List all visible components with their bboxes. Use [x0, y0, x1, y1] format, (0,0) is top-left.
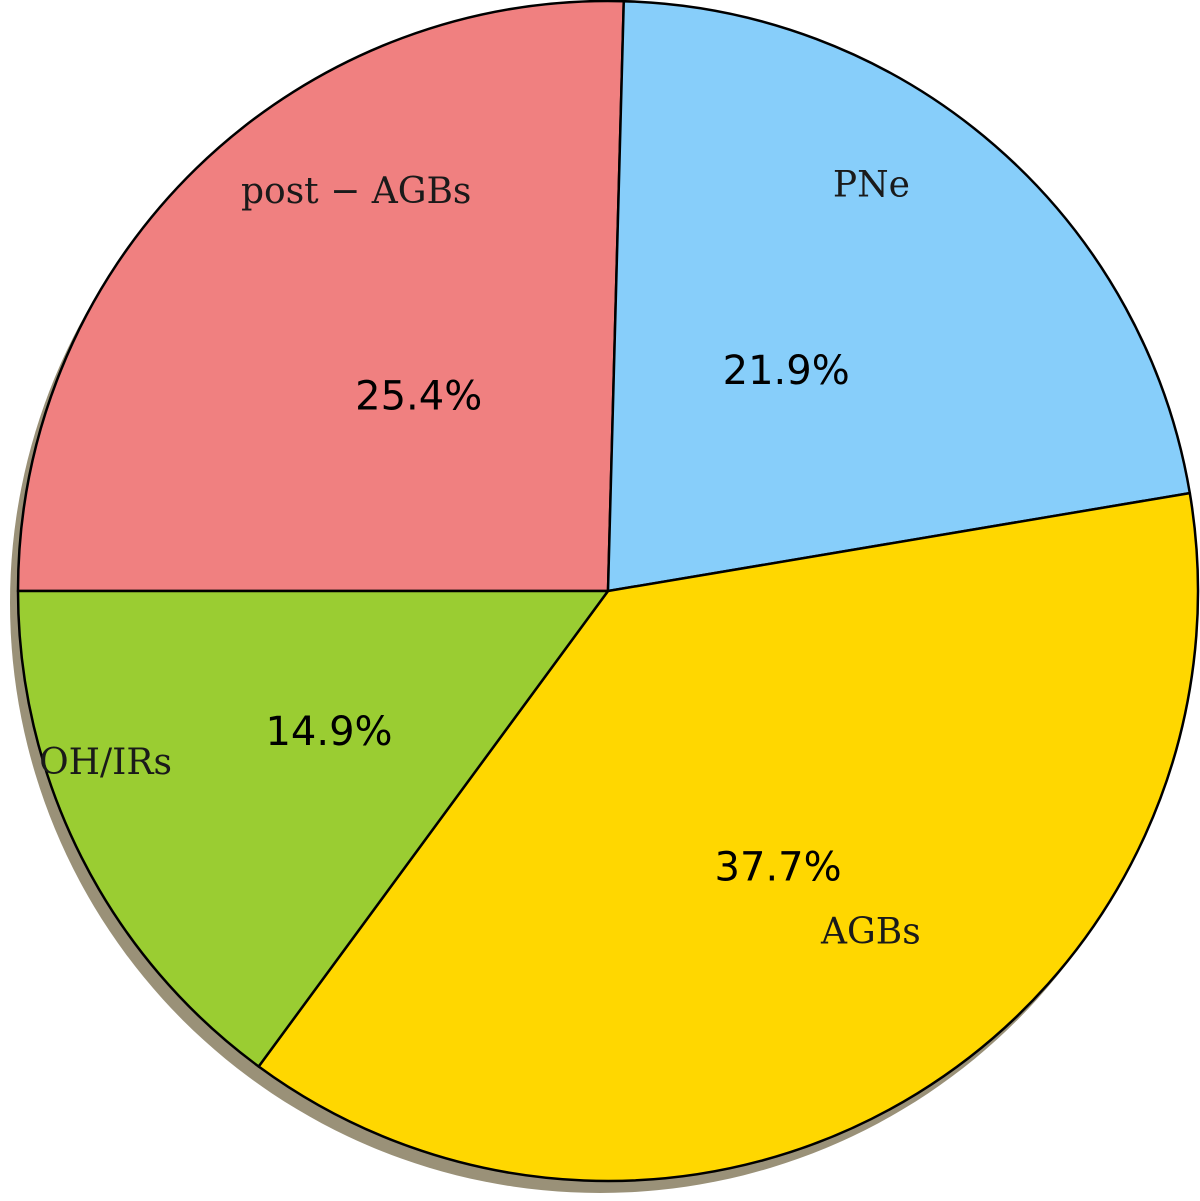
pie-slice-oh-irs	[16, 589, 610, 1068]
slice-category-label: OH/IRs	[39, 742, 172, 783]
slice-percent-label: 25.4%	[355, 374, 482, 420]
slice-category-label: post − AGBs	[241, 171, 471, 212]
slice-percent-label: 14.9%	[265, 709, 392, 755]
slice-category-label: PNe	[833, 165, 910, 206]
slice-category-label: AGBs	[820, 912, 921, 953]
pie-text: 25.4% post − AGBs 21.9% PNe 37.7% AGBs 14.9% OH…	[39, 165, 921, 953]
slice-percent-label: 21.9%	[723, 348, 850, 394]
slice-percent-label: 37.7%	[715, 844, 842, 890]
pie-slice-pne	[606, 0, 1192, 593]
pie-slice-agbs	[257, 491, 1200, 1183]
pie-slice-post-agbs	[16, 0, 626, 593]
pie-slices	[16, 0, 1200, 1183]
